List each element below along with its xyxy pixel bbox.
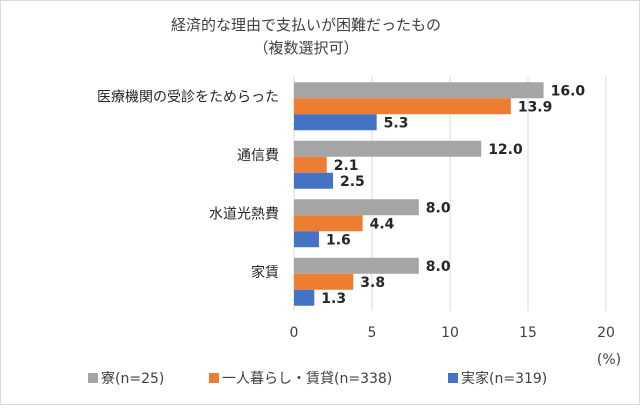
bars-group: 16.013.9 5.3 12.0 2.12.5 8.0 4.4 1.6 8.0 3.8 1.3 <box>294 82 585 307</box>
legend-swatch <box>88 373 98 383</box>
bar <box>294 140 482 157</box>
x-tick-label: 15 <box>519 325 537 341</box>
data-label: 8.0 <box>426 259 451 275</box>
legend-swatch <box>209 373 219 383</box>
x-tick-label: 20 <box>597 325 615 341</box>
bar <box>294 215 363 232</box>
data-label: 2.1 <box>334 158 359 174</box>
bar <box>294 98 511 115</box>
bar <box>294 82 544 99</box>
data-label: 8.0 <box>426 200 451 216</box>
data-label: 4.4 <box>370 216 395 232</box>
x-tick-label: 10 <box>441 325 459 341</box>
data-label: 12.0 <box>488 142 523 158</box>
x-unit-label: (%) <box>597 352 621 368</box>
legend-label: 実家(n=319) <box>461 370 547 387</box>
bar <box>294 199 419 216</box>
data-label: 16.0 <box>551 83 586 99</box>
category-label: 水道光熱費 <box>209 206 279 222</box>
bar <box>294 231 319 248</box>
bar <box>294 172 333 189</box>
x-tick-label: 0 <box>290 325 299 341</box>
bar <box>294 289 315 306</box>
category-label: 通信費 <box>237 148 279 164</box>
data-label: 2.5 <box>340 174 365 190</box>
data-label: 5.3 <box>384 115 409 131</box>
data-label: 1.6 <box>326 232 351 248</box>
data-label: 1.3 <box>321 291 346 307</box>
chart-title-line1: 経済的な理由で支払いが困難だったもの <box>171 16 441 34</box>
x-tick-labels: 0 5 10 15 20 <box>290 325 615 341</box>
legend-label: 一人暮らし・賃貸(n=338) <box>222 371 392 387</box>
legend: 寮(n=25) 一人暮らし・賃貸(n=338) 実家(n=319) <box>88 370 547 387</box>
chart-title-line2: （複数選択可） <box>253 39 358 57</box>
bar <box>294 257 419 274</box>
category-label: 医療機関の受診をためらった <box>97 88 279 105</box>
legend-label: 寮(n=25) <box>101 370 164 387</box>
category-label: 家賃 <box>251 264 279 281</box>
bar <box>294 156 327 173</box>
data-label: 13.9 <box>518 99 553 115</box>
x-tick-label: 5 <box>368 325 377 341</box>
bar <box>294 114 377 131</box>
bar <box>294 273 354 290</box>
data-label: 3.8 <box>360 275 385 291</box>
legend-swatch <box>448 373 458 383</box>
